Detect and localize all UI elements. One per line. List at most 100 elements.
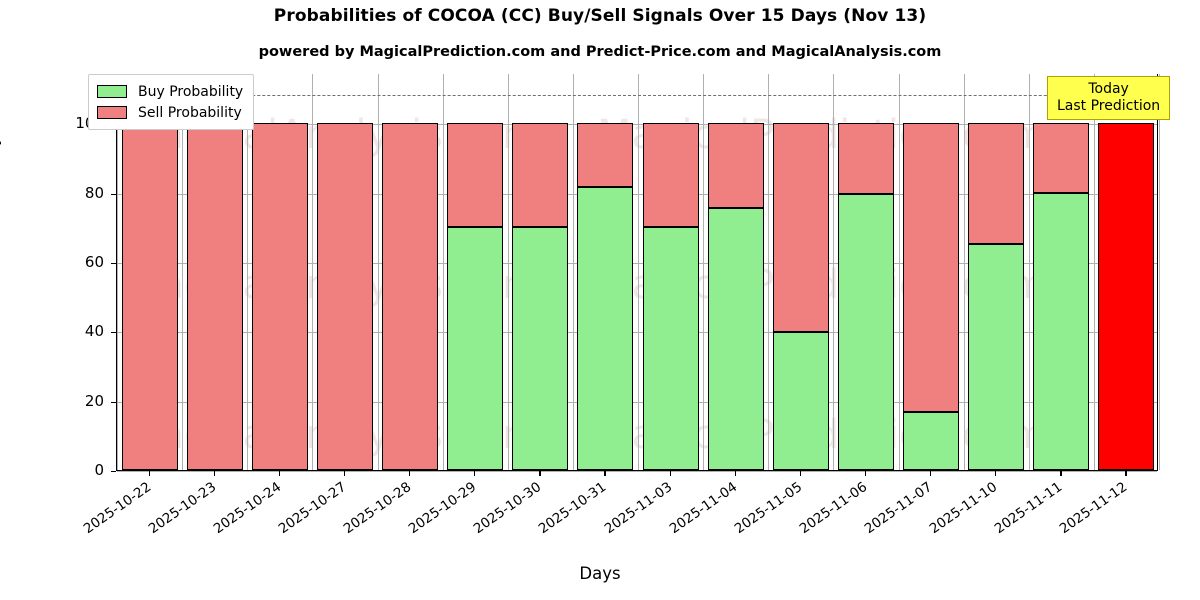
y-tick-mark — [111, 401, 116, 403]
bar-segment-sell[interactable] — [382, 123, 439, 470]
y-tick-mark — [111, 193, 116, 195]
x-tick-mark — [734, 471, 736, 476]
x-tick-mark — [409, 471, 411, 476]
x-tick-mark — [604, 471, 606, 476]
gridline-vertical — [572, 74, 574, 470]
x-tick-mark — [148, 471, 150, 476]
gridline-vertical — [963, 74, 965, 470]
bar-segment-sell[interactable] — [1033, 123, 1090, 193]
legend-label-sell: Sell Probability — [138, 104, 242, 121]
gridline-vertical — [377, 74, 379, 470]
bar-2025-11-12[interactable] — [1098, 123, 1155, 470]
gridline-vertical — [507, 74, 509, 470]
bar-segment-sell[interactable] — [512, 123, 569, 228]
gridline-horizontal — [117, 471, 1157, 472]
gridline-horizontal — [117, 262, 1157, 264]
bar-segment-buy[interactable] — [642, 227, 699, 470]
chart-title: Probabilities of COCOA (CC) Buy/Sell Sig… — [273, 6, 927, 26]
x-axis-label: Days — [579, 564, 621, 583]
bar-2025-11-04[interactable] — [707, 123, 764, 470]
chart-legend: Buy Probability Sell Probability — [88, 74, 255, 130]
bar-segment-sell[interactable] — [251, 123, 308, 470]
bar-segment-buy[interactable] — [447, 227, 504, 470]
y-tick-mark — [111, 471, 116, 473]
bar-2025-10-23[interactable] — [186, 123, 243, 470]
bar-segment-buy[interactable] — [707, 208, 764, 470]
bar-segment-buy[interactable] — [772, 332, 829, 470]
gridline-horizontal — [117, 401, 1157, 403]
threshold-line — [117, 94, 1157, 96]
legend-swatch-sell-icon — [97, 106, 127, 119]
x-tick-mark — [669, 471, 671, 476]
bar-2025-10-29[interactable] — [447, 123, 504, 470]
bar-2025-11-11[interactable] — [1033, 123, 1090, 470]
legend-item-buy[interactable]: Buy Probability — [97, 81, 243, 102]
gridline-horizontal — [117, 332, 1157, 334]
bar-segment-sell[interactable] — [707, 123, 764, 209]
x-tick-mark — [1060, 471, 1062, 476]
bar-segment-sell[interactable] — [186, 123, 243, 470]
bar-segment-today[interactable] — [1098, 123, 1155, 470]
gridline-vertical — [312, 74, 314, 470]
bar-2025-10-27[interactable] — [316, 123, 373, 470]
today-annotation-line1: Today — [1088, 81, 1129, 97]
y-tick-label: 0 — [94, 461, 104, 479]
today-annotation-line2: Last Prediction — [1057, 97, 1161, 114]
gridline-vertical — [182, 74, 184, 470]
bar-segment-buy[interactable] — [837, 194, 894, 470]
gridline-vertical — [768, 74, 770, 470]
bar-2025-10-28[interactable] — [382, 123, 439, 470]
gridline-vertical — [638, 74, 639, 470]
x-tick-mark — [864, 471, 867, 476]
bar-segment-buy[interactable] — [512, 227, 569, 470]
bar-segment-sell[interactable] — [642, 123, 699, 228]
chart-subtitle: powered by MagicalPrediction.com and Pre… — [258, 44, 942, 60]
gridline-vertical — [1093, 74, 1095, 470]
gridline-vertical — [442, 74, 444, 470]
bar-segment-buy[interactable] — [968, 243, 1025, 470]
bar-2025-11-05[interactable] — [772, 123, 829, 470]
x-tick-mark — [799, 471, 801, 476]
x-tick-mark — [930, 471, 932, 476]
bar-2025-11-10[interactable] — [968, 123, 1025, 470]
bar-2025-11-07[interactable] — [903, 123, 960, 470]
legend-item-sell[interactable]: Sell Probability — [97, 102, 243, 123]
bar-2025-11-06[interactable] — [837, 123, 894, 470]
y-tick-mark — [111, 332, 116, 334]
plot-area: MagicalAnalysis.comMagicalPrediction.com… — [116, 74, 1160, 472]
y-tick-mark — [111, 262, 116, 265]
bar-segment-buy[interactable] — [903, 411, 960, 470]
bars-layer[interactable] — [117, 74, 1157, 470]
bar-segment-sell[interactable] — [903, 123, 960, 412]
y-tick-label: 40 — [84, 322, 104, 341]
bar-segment-buy[interactable] — [1033, 192, 1090, 470]
x-tick-mark — [1125, 471, 1127, 476]
y-tick-label: 60 — [84, 252, 104, 271]
bar-2025-10-30[interactable] — [512, 123, 569, 470]
legend-label-buy: Buy Probability — [138, 83, 244, 100]
y-tick-label: 80 — [84, 183, 104, 202]
bar-2025-10-31[interactable] — [577, 123, 634, 470]
y-tick-label: 20 — [84, 391, 104, 410]
bar-2025-10-22[interactable] — [121, 123, 178, 470]
gridline-vertical — [833, 74, 835, 470]
bar-segment-sell[interactable] — [837, 123, 894, 195]
gridline-vertical — [247, 74, 249, 470]
bar-2025-11-03[interactable] — [642, 123, 699, 470]
bar-segment-sell[interactable] — [577, 123, 634, 188]
x-tick-mark — [474, 471, 476, 476]
bar-segment-sell[interactable] — [772, 123, 829, 333]
bar-segment-sell[interactable] — [316, 123, 373, 470]
x-tick-mark — [995, 471, 997, 476]
bar-segment-sell[interactable] — [121, 123, 178, 470]
bar-segment-buy[interactable] — [577, 187, 634, 470]
x-tick-mark — [213, 471, 215, 476]
bar-2025-10-24[interactable] — [251, 123, 308, 470]
legend-swatch-buy-icon — [97, 85, 127, 98]
bar-segment-sell[interactable] — [968, 123, 1025, 244]
gridline-horizontal — [117, 193, 1157, 195]
bar-segment-sell[interactable] — [447, 123, 504, 228]
x-tick-mark — [343, 471, 346, 476]
gridline-vertical — [703, 74, 705, 470]
